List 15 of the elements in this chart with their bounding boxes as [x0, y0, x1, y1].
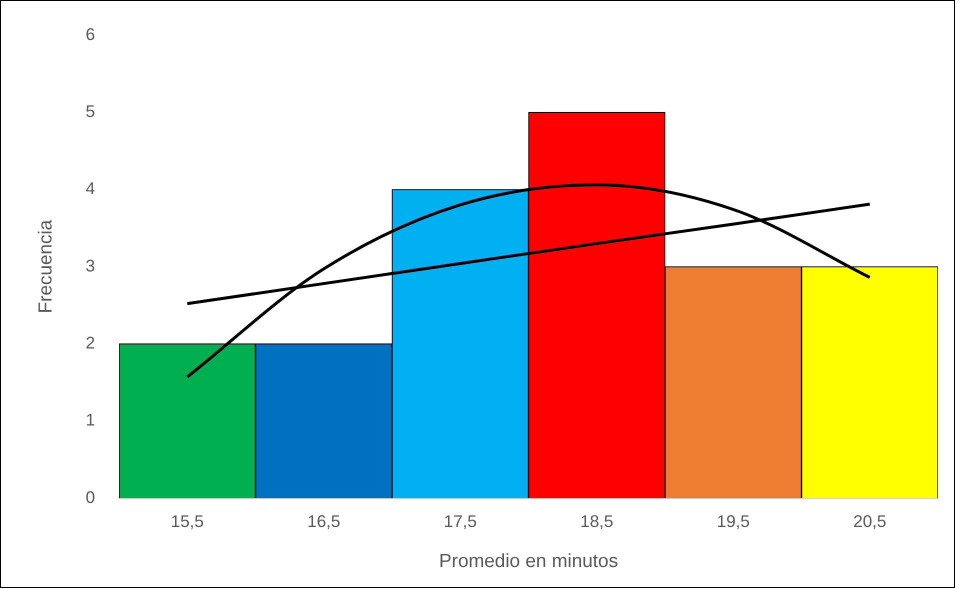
x-tick-label: 19,5 [716, 512, 750, 531]
y-tick-label: 5 [86, 102, 96, 121]
y-tick-label: 2 [86, 333, 96, 352]
x-tick-label: 16,5 [307, 512, 340, 531]
y-tick-label: 0 [86, 488, 96, 507]
y-tick-label: 1 [86, 410, 96, 430]
x-tick-label: 17,5 [444, 512, 477, 531]
x-axis-title: Promedio en minutos [438, 550, 618, 572]
y-tick-label: 6 [86, 24, 96, 44]
x-tick-label: 20,5 [853, 512, 886, 531]
y-tick-label: 4 [86, 179, 96, 198]
x-tick-label: 15,5 [170, 512, 204, 531]
y-axis-title: Frecuencia [36, 219, 57, 314]
x-tick-label: 18,5 [580, 512, 614, 531]
y-tick-label: 3 [86, 256, 96, 276]
